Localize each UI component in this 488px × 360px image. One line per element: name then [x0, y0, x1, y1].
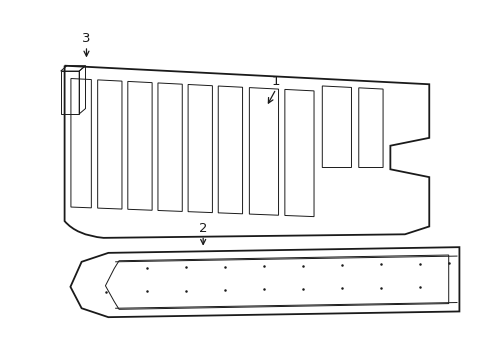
Text: 1: 1 — [271, 75, 280, 88]
Text: 2: 2 — [199, 222, 207, 235]
Text: 3: 3 — [82, 32, 91, 45]
